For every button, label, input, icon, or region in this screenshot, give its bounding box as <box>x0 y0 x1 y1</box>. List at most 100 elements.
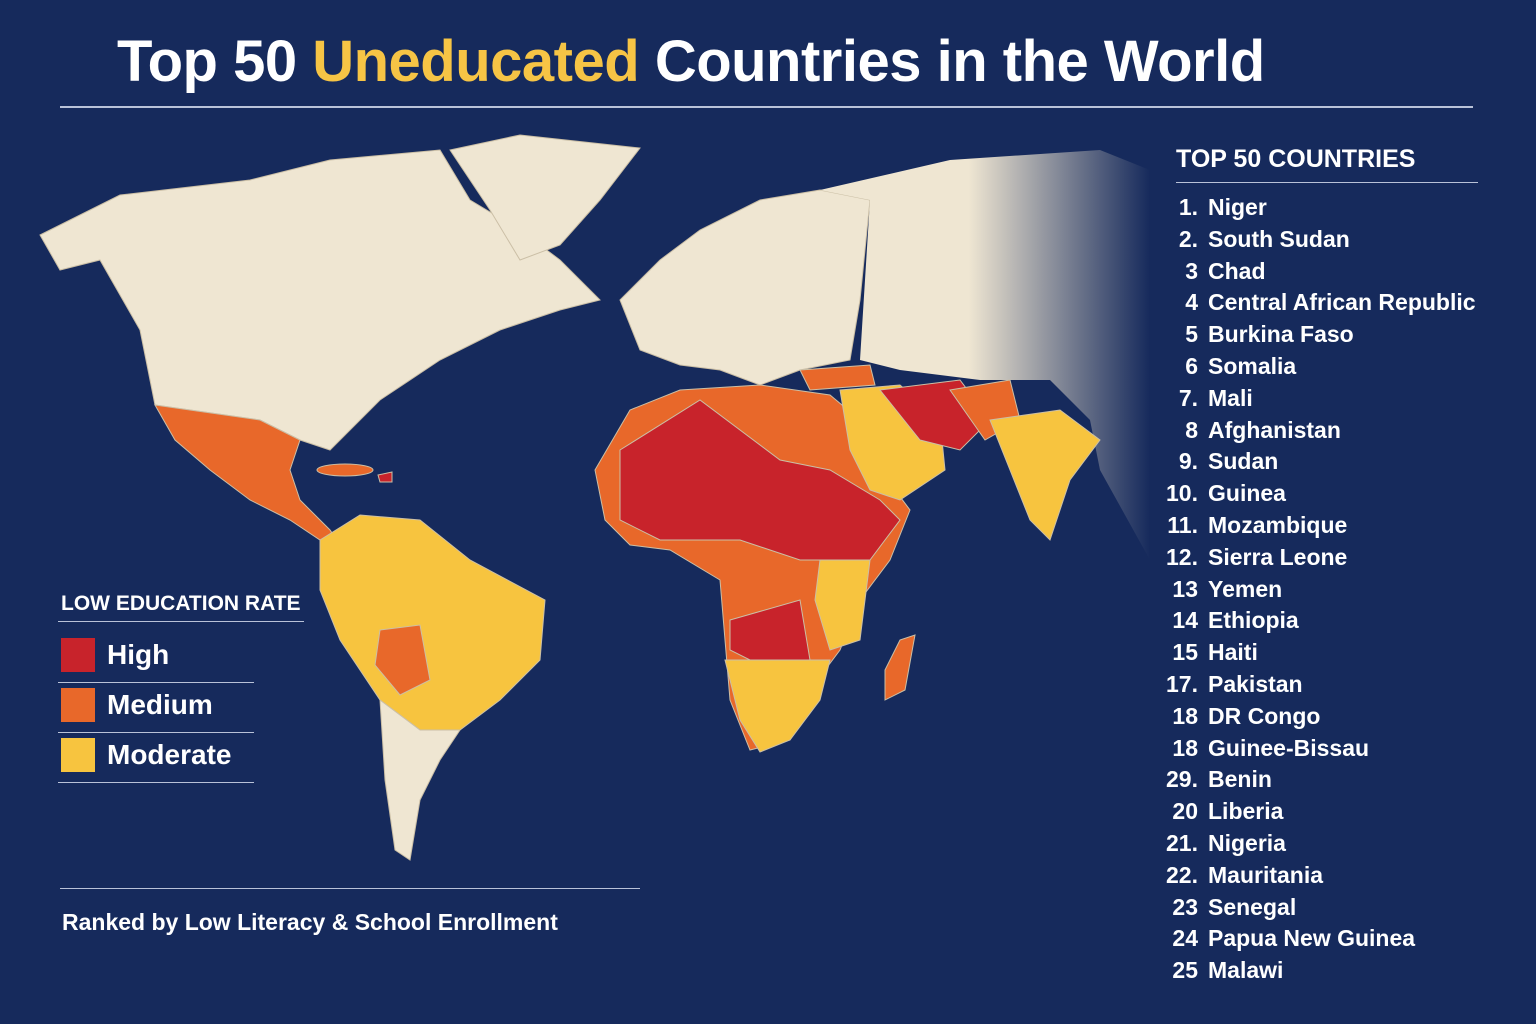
legend-label: Moderate <box>107 739 232 770</box>
rank: 15 <box>1172 639 1198 666</box>
list-item: 29. Benin <box>1160 766 1272 793</box>
list-item: 4 Central African Republic <box>1160 289 1476 316</box>
rank: 2. <box>1178 225 1198 252</box>
rank: 17. <box>1166 671 1198 697</box>
legend-divider <box>58 732 254 733</box>
list-item: 9. Sudan <box>1160 448 1278 475</box>
legend-divider <box>58 782 254 783</box>
rank: 23 <box>1172 893 1198 920</box>
list-item: 1. Niger <box>1160 194 1267 221</box>
legend-label: High <box>107 639 170 670</box>
rank: 13 <box>1172 575 1198 602</box>
country-name: Liberia <box>1208 798 1284 825</box>
list-item: 15 Haiti <box>1160 639 1258 666</box>
title: Top 50 Uneducated Countries in the World <box>117 28 1265 95</box>
footnote: Ranked by Low Literacy & School Enrollme… <box>62 909 558 935</box>
world-map <box>39 134 1150 861</box>
rank: 18 <box>1172 734 1198 761</box>
rank: 21. <box>1166 830 1198 856</box>
north-america <box>39 149 601 451</box>
legend-swatch <box>61 688 95 722</box>
country-name: Somalia <box>1208 353 1297 379</box>
country-name: Burkina Faso <box>1208 321 1354 348</box>
country-name: Mozambique <box>1208 512 1348 538</box>
rank: 7. <box>1178 384 1198 411</box>
country-name: Sierra Leone <box>1208 543 1348 570</box>
legend-swatch <box>61 638 95 672</box>
rank: 5 <box>1185 321 1198 348</box>
rank: 22. <box>1166 861 1198 888</box>
list-item: 11. Mozambique <box>1160 512 1347 539</box>
list-item: 3 Chad <box>1160 257 1266 285</box>
rank: 6 <box>1185 353 1198 379</box>
list-rule <box>1176 182 1478 183</box>
list-item: 18 Guinee-Bissau <box>1160 735 1369 762</box>
country-name: South Sudan <box>1208 225 1350 252</box>
rank: 14 <box>1172 607 1198 634</box>
list-item: 14 Ethiopia <box>1160 607 1299 634</box>
country-name: Afghanistan <box>1208 416 1341 443</box>
country-name: Niger <box>1208 194 1267 220</box>
legend-title: LOW EDUCATION RATE <box>61 592 301 615</box>
title-rule <box>60 106 1473 108</box>
country-name: Ethiopia <box>1208 607 1299 634</box>
rank: 20 <box>1172 798 1198 825</box>
country-name: Senegal <box>1208 893 1297 920</box>
southern-africa <box>724 659 831 753</box>
south-america <box>319 514 546 731</box>
list-item: 10. Guinea <box>1160 480 1286 507</box>
asia <box>820 150 1150 560</box>
country-name: Haiti <box>1208 639 1258 666</box>
southern-cone <box>379 698 461 861</box>
legend-rule <box>58 621 304 622</box>
list-item: 8 Afghanistan <box>1160 417 1341 444</box>
footer-rule <box>60 888 640 889</box>
country-name: Sudan <box>1208 448 1279 475</box>
list-item: 17. Pakistan <box>1160 671 1303 698</box>
rank: 24 <box>1172 925 1198 952</box>
rank: 4 <box>1185 289 1198 316</box>
rank: 11. <box>1167 512 1198 538</box>
list-item: 24 Papua New Guinea <box>1160 925 1415 952</box>
list-item: 13 Yemen <box>1160 576 1282 603</box>
east-africa <box>814 559 871 651</box>
country-name: Nigeria <box>1208 830 1286 856</box>
country-name: Yemen <box>1208 575 1283 602</box>
india <box>989 409 1101 541</box>
country-name: Guinee-Bissau <box>1208 734 1370 761</box>
rank: 18 <box>1172 702 1198 729</box>
list-item: 5 Burkina Faso <box>1160 321 1354 348</box>
sahel <box>619 399 901 561</box>
haiti <box>377 471 393 483</box>
rank: 10. <box>1166 480 1198 507</box>
country-name: Benin <box>1208 766 1272 793</box>
country-name: Mali <box>1208 384 1253 411</box>
country-name: Central African Republic <box>1208 289 1476 316</box>
country-name: Chad <box>1208 257 1266 284</box>
country-name: Papua New Guinea <box>1208 925 1416 952</box>
list-item: 6 Somalia <box>1160 353 1296 380</box>
list-item: 12. Sierra Leone <box>1160 544 1347 571</box>
rank: 9. <box>1178 448 1198 475</box>
bolivia <box>374 624 431 696</box>
title-prefix: Top 50 <box>117 29 297 94</box>
rank: 29. <box>1166 766 1198 793</box>
list-item: 2. South Sudan <box>1160 226 1350 253</box>
rank: 8 <box>1185 416 1198 443</box>
list-item: 22. Mauritania <box>1160 862 1323 889</box>
madagascar <box>884 634 916 701</box>
rank: 25 <box>1172 957 1198 984</box>
rank: 12. <box>1166 543 1198 570</box>
legend-swatch <box>61 738 95 772</box>
country-name: Pakistan <box>1208 671 1303 697</box>
list-item: 20 Liberia <box>1160 798 1283 825</box>
country-name: Guinea <box>1208 480 1286 507</box>
country-name: Malawi <box>1208 957 1284 984</box>
europe <box>619 189 871 386</box>
country-name: DR Congo <box>1208 702 1321 729</box>
legend-divider <box>58 682 254 683</box>
title-suffix: Countries in the World <box>654 29 1265 94</box>
turkey <box>799 364 876 391</box>
rank: 3 <box>1185 257 1198 284</box>
